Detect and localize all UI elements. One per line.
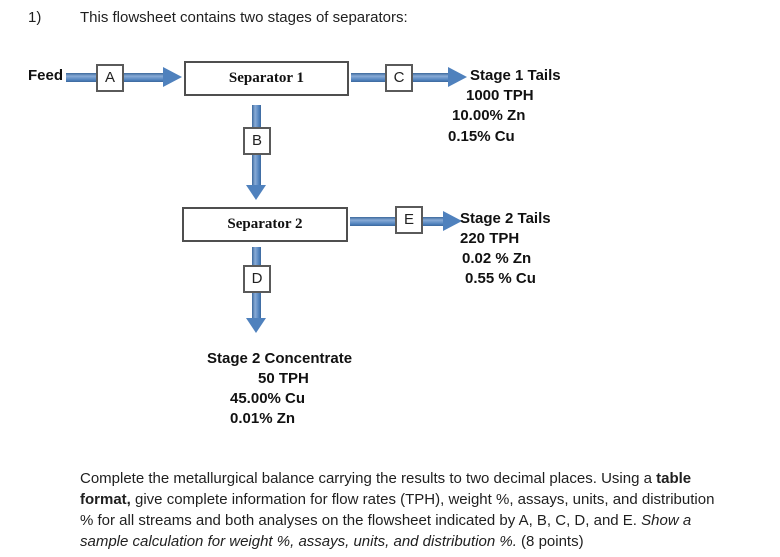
instructions-points: (8 points) <box>516 533 584 550</box>
question-intro: This flowsheet contains two stages of se… <box>80 9 408 26</box>
instructions-bold-text: table format, <box>80 470 692 508</box>
instructions-text-1: Complete the metallurgical balance carry… <box>80 470 657 487</box>
stage2-tails-assay-zn: 0.02 % Zn <box>462 250 532 267</box>
stage1-tails-flow: 1000 TPH <box>466 87 534 104</box>
stage2-tails-arrowhead-right-icon <box>443 211 462 231</box>
separator1-box: Separator 1 <box>184 61 349 96</box>
feed-label: Feed <box>28 67 64 84</box>
stage2-tails-flow: 220 TPH <box>460 230 520 247</box>
instructions-text-2: give complete information for flow rates… <box>80 491 715 529</box>
instructions-italic-text: Show a sample calculation for weight %, … <box>80 512 692 550</box>
sample-point-c: C <box>385 64 413 92</box>
feed-arrowhead-right-icon <box>163 67 182 87</box>
stage2-concentrate-assay-cu: 45.00% Cu <box>230 390 306 407</box>
stage1-tails-name: Stage 1 Tails <box>470 67 561 84</box>
stage1-conc-arrowhead-down-icon <box>246 185 266 200</box>
stage2-concentrate-flow: 50 TPH <box>258 370 309 387</box>
sample-point-e: E <box>395 206 423 234</box>
stage1-tails-arrowhead-right-icon <box>448 67 467 87</box>
question-number: 1) <box>28 9 42 26</box>
stage2-conc-arrowhead-down-icon <box>246 318 266 333</box>
stage2-concentrate-assay-zn: 0.01% Zn <box>230 410 296 427</box>
stage2-tails-assay-cu: 0.55 % Cu <box>465 270 536 287</box>
stage1-tails-assay-zn: 10.00% Zn <box>452 107 526 124</box>
sample-point-a: A <box>96 64 124 92</box>
stage2-concentrate-name: Stage 2 Concentrate <box>207 350 353 367</box>
separator2-box: Separator 2 <box>182 207 348 242</box>
instructions-paragraph: Complete the metallurgical balance carry… <box>80 468 730 552</box>
stage2-tails-name: Stage 2 Tails <box>460 210 551 227</box>
sample-point-d: D <box>243 265 271 293</box>
stage1-tails-assay-cu: 0.15% Cu <box>448 128 515 145</box>
sample-point-b: B <box>243 127 271 155</box>
